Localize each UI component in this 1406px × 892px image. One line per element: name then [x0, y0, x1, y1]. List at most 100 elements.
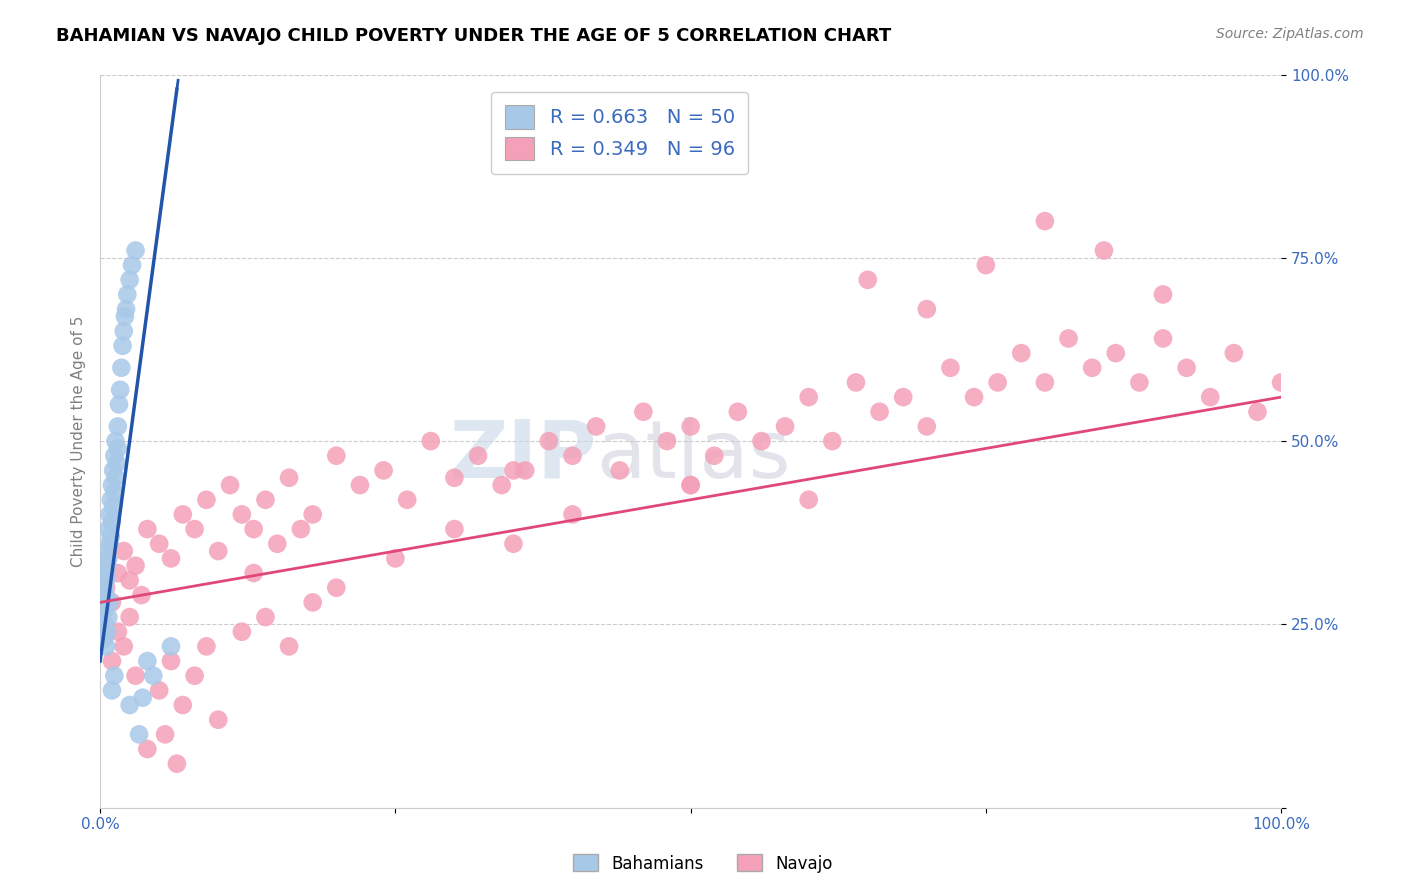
- Point: [97, 610, 120, 624]
- Point: [679, 419, 702, 434]
- Point: [153, 727, 176, 741]
- Point: [869, 405, 891, 419]
- Point: [93, 595, 115, 609]
- Point: [103, 449, 125, 463]
- Point: [118, 273, 141, 287]
- Point: [160, 640, 183, 654]
- Point: [1223, 346, 1246, 360]
- Point: [585, 419, 607, 434]
- Point: [97, 522, 120, 536]
- Point: [115, 302, 138, 317]
- Point: [94, 603, 117, 617]
- Point: [1010, 346, 1032, 360]
- Point: [751, 434, 773, 449]
- Point: [131, 588, 153, 602]
- Point: [183, 522, 205, 536]
- Point: [773, 419, 796, 434]
- Point: [111, 339, 134, 353]
- Point: [100, 529, 122, 543]
- Point: [1152, 287, 1174, 301]
- Point: [117, 287, 139, 301]
- Point: [915, 302, 938, 317]
- Point: [207, 713, 229, 727]
- Point: [797, 492, 820, 507]
- Point: [101, 500, 124, 514]
- Point: [1128, 376, 1150, 390]
- Point: [94, 617, 117, 632]
- Point: [195, 492, 218, 507]
- Point: [1092, 244, 1115, 258]
- Point: [112, 640, 135, 654]
- Point: [101, 478, 124, 492]
- Point: [96, 558, 118, 573]
- Point: [856, 273, 879, 287]
- Point: [93, 581, 115, 595]
- Point: [136, 522, 159, 536]
- Text: Source: ZipAtlas.com: Source: ZipAtlas.com: [1216, 27, 1364, 41]
- Point: [301, 508, 323, 522]
- Point: [166, 756, 188, 771]
- Point: [148, 537, 170, 551]
- Point: [266, 537, 288, 551]
- Point: [242, 522, 264, 536]
- Point: [101, 515, 124, 529]
- Point: [349, 478, 371, 492]
- Point: [98, 537, 121, 551]
- Point: [101, 595, 124, 609]
- Point: [974, 258, 997, 272]
- Point: [1081, 360, 1104, 375]
- Point: [98, 508, 121, 522]
- Point: [290, 522, 312, 536]
- Point: [278, 640, 301, 654]
- Point: [114, 310, 136, 324]
- Point: [987, 376, 1010, 390]
- Text: ZIP: ZIP: [449, 417, 596, 495]
- Point: [160, 551, 183, 566]
- Point: [104, 471, 127, 485]
- Point: [103, 669, 125, 683]
- Point: [94, 581, 117, 595]
- Point: [1033, 376, 1056, 390]
- Point: [419, 434, 441, 449]
- Point: [231, 624, 253, 639]
- Point: [96, 624, 118, 639]
- Point: [703, 449, 725, 463]
- Y-axis label: Child Poverty Under the Age of 5: Child Poverty Under the Age of 5: [72, 316, 86, 566]
- Point: [94, 574, 117, 588]
- Point: [502, 537, 524, 551]
- Point: [254, 492, 277, 507]
- Point: [915, 419, 938, 434]
- Point: [118, 610, 141, 624]
- Point: [515, 463, 537, 477]
- Point: [108, 397, 131, 411]
- Point: [891, 390, 914, 404]
- Point: [1105, 346, 1128, 360]
- Point: [325, 581, 347, 595]
- Text: BAHAMIAN VS NAVAJO CHILD POVERTY UNDER THE AGE OF 5 CORRELATION CHART: BAHAMIAN VS NAVAJO CHILD POVERTY UNDER T…: [56, 27, 891, 45]
- Point: [112, 324, 135, 338]
- Point: [131, 690, 153, 705]
- Point: [97, 551, 120, 566]
- Point: [94, 566, 117, 580]
- Point: [136, 742, 159, 756]
- Point: [537, 434, 560, 449]
- Point: [679, 478, 702, 492]
- Point: [160, 654, 183, 668]
- Point: [1057, 331, 1080, 345]
- Point: [195, 640, 218, 654]
- Point: [128, 727, 150, 741]
- Point: [325, 449, 347, 463]
- Point: [727, 405, 749, 419]
- Point: [108, 383, 131, 397]
- Legend: R = 0.663   N = 50, R = 0.349   N = 96: R = 0.663 N = 50, R = 0.349 N = 96: [491, 92, 748, 174]
- Legend: Bahamians, Navajo: Bahamians, Navajo: [567, 847, 839, 880]
- Point: [609, 463, 631, 477]
- Point: [373, 463, 395, 477]
- Point: [96, 544, 118, 558]
- Point: [94, 588, 117, 602]
- Point: [104, 434, 127, 449]
- Point: [118, 574, 141, 588]
- Point: [118, 698, 141, 712]
- Point: [561, 449, 583, 463]
- Point: [1175, 360, 1198, 375]
